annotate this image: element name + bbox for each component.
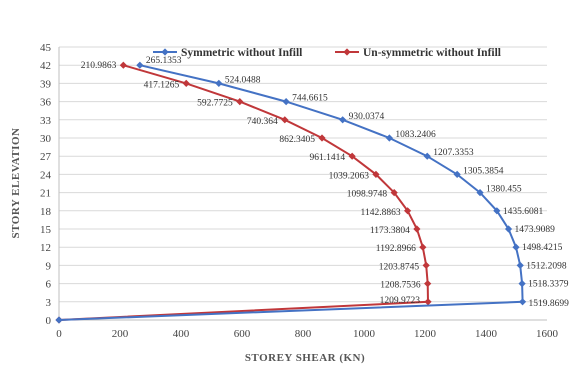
data-label-unsymmetric: 417.1265	[144, 80, 180, 90]
y-tick-label: 36	[40, 97, 52, 109]
y-tick-label: 18	[40, 206, 52, 218]
data-point-unsymmetric	[403, 207, 412, 215]
data-point-symmetric	[282, 98, 290, 106]
data-point-unsymmetric	[182, 79, 190, 87]
x-tick-label: 1600	[536, 328, 559, 340]
x-tick-label: 1200	[414, 328, 437, 340]
y-tick-label: 39	[40, 78, 52, 90]
data-point-unsymmetric	[236, 98, 244, 106]
x-tick-label: 0	[56, 328, 62, 340]
data-label-unsymmetric: 1209.9723	[380, 296, 421, 306]
y-tick-label: 0	[46, 315, 52, 327]
x-tick-label: 800	[295, 328, 312, 340]
data-point-symmetric	[385, 134, 393, 142]
y-tick-label: 21	[40, 188, 51, 200]
data-point-unsymmetric	[372, 170, 380, 178]
y-tick-label: 12	[40, 242, 51, 254]
data-point-symmetric	[423, 152, 431, 160]
y-tick-label: 9	[46, 260, 52, 272]
data-point-unsymmetric	[419, 243, 427, 251]
x-tick-label: 400	[173, 328, 190, 340]
data-label-symmetric: 1435.6081	[503, 207, 544, 217]
data-label-unsymmetric: 1208.7536	[380, 281, 421, 291]
data-label-symmetric: 1083.2406	[395, 130, 436, 140]
data-point-unsymmetric	[422, 261, 430, 269]
x-axis-title: STOREY SHEAR (KN)	[245, 352, 365, 364]
data-label-unsymmetric: 592.7725	[197, 99, 233, 109]
data-label-symmetric: 1498.4215	[522, 243, 563, 253]
data-label-symmetric: 1305.3854	[463, 166, 504, 176]
data-point-symmetric	[136, 61, 144, 69]
y-tick-label: 42	[40, 60, 51, 72]
data-label-symmetric: 1519.8699	[529, 299, 570, 309]
data-label-symmetric: 1512.2098	[526, 261, 567, 271]
data-label-unsymmetric: 1142.8863	[361, 208, 401, 218]
data-label-symmetric: 265.1353	[146, 56, 182, 66]
data-point-symmetric	[493, 207, 501, 215]
data-point-symmetric	[504, 225, 513, 233]
data-label-unsymmetric: 1173.3804	[370, 226, 410, 236]
data-point-symmetric	[516, 261, 524, 269]
data-label-symmetric: 930.0374	[349, 112, 385, 122]
data-label-symmetric: 1207.3353	[433, 148, 474, 158]
data-point-unsymmetric	[424, 280, 432, 288]
grid-lines	[59, 46, 547, 321]
legend-marker-1	[343, 48, 351, 56]
x-tick-label: 1400	[475, 328, 498, 340]
data-label-unsymmetric: 210.9863	[81, 61, 117, 71]
y-axis-title: STORY ELEVATION	[10, 128, 22, 239]
legend-marker-0	[161, 48, 169, 56]
data-point-symmetric	[55, 316, 63, 324]
data-point-symmetric	[453, 170, 461, 178]
y-tick-label: 27	[40, 151, 52, 163]
data-label-unsymmetric: 1203.8745	[379, 262, 420, 272]
data-point-unsymmetric	[318, 134, 326, 142]
data-point-unsymmetric	[119, 61, 127, 69]
y-tick-label: 15	[40, 224, 52, 236]
axes	[58, 47, 547, 321]
series-lines	[55, 61, 527, 324]
data-point-symmetric	[215, 79, 223, 87]
data-label-unsymmetric: 862.3405	[279, 135, 315, 145]
data-label-unsymmetric: 1098.9748	[347, 190, 388, 200]
data-point-symmetric	[476, 189, 484, 197]
y-tick-label: 3	[46, 297, 52, 309]
data-point-symmetric	[518, 280, 526, 288]
y-tick-label: 45	[40, 42, 52, 54]
legend-label-1: Un-symmetric without Infill	[363, 47, 501, 59]
legend: Symmetric without Infill Un-symmetric wit…	[153, 47, 501, 59]
y-tick-label: 24	[40, 169, 52, 181]
data-point-unsymmetric	[281, 116, 289, 124]
data-point-symmetric	[518, 298, 527, 306]
data-label-symmetric: 1473.9089	[515, 225, 556, 235]
data-label-symmetric: 1518.3379	[528, 280, 569, 290]
data-point-symmetric	[339, 116, 347, 124]
data-label-unsymmetric: 740.364	[247, 117, 278, 127]
data-label-unsymmetric: 1192.8966	[376, 244, 416, 254]
data-label-symmetric: 524.0488	[225, 75, 261, 85]
data-point-unsymmetric	[413, 225, 421, 233]
x-tick-label: 600	[234, 328, 251, 340]
y-tick-label: 30	[40, 133, 52, 145]
data-point-unsymmetric	[390, 189, 398, 197]
data-point-unsymmetric	[424, 298, 432, 306]
data-label-unsymmetric: 1039.2063	[329, 171, 370, 181]
data-point-symmetric	[512, 243, 520, 251]
data-label-unsymmetric: 961.1414	[310, 153, 346, 163]
x-tick-label: 1000	[353, 328, 376, 340]
data-label-symmetric: 744.6615	[292, 94, 328, 104]
data-label-symmetric: 1380.455	[486, 185, 522, 195]
legend-label-0: Symmetric without Infill	[181, 47, 302, 59]
x-tick-label: 200	[112, 328, 129, 340]
y-tick-label: 6	[46, 279, 52, 291]
data-point-unsymmetric	[348, 152, 356, 160]
y-tick-label: 33	[40, 115, 52, 127]
